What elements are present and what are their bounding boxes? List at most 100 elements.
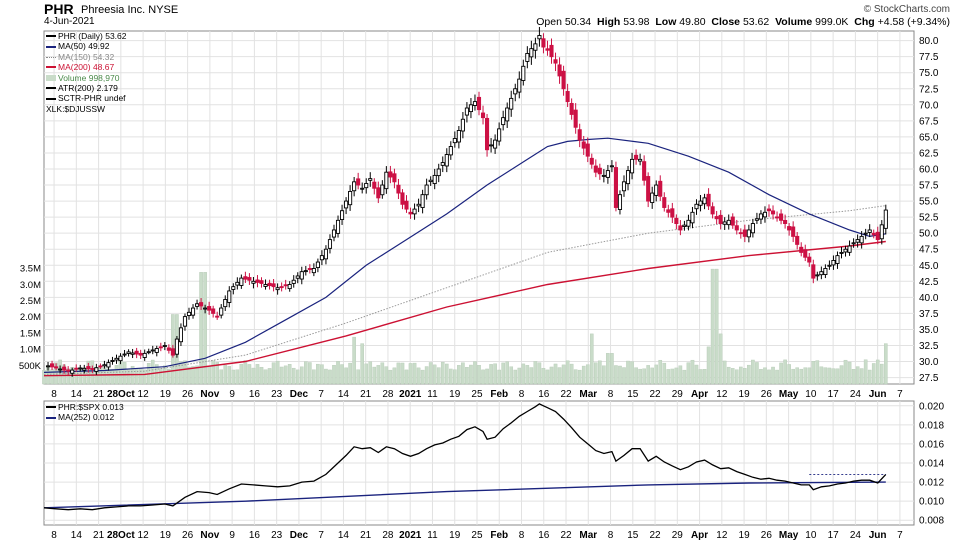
candle-body [255,279,260,283]
price-x-label: 29 [672,389,684,400]
volume-bar [525,365,530,385]
volume-bar [380,362,385,385]
volume-bar [726,366,731,385]
candle-body [263,284,268,287]
relative-tick-label: 0.008 [919,516,944,527]
price-x-label: Jun [869,389,887,400]
volume-bar [392,367,397,385]
volume-tick-label: 3.0M [20,280,41,291]
candle-body [634,154,639,160]
candle-body [279,286,284,289]
candle-body [54,366,59,369]
rel-strength-line [43,403,887,511]
rel-ma-line [43,481,886,509]
candle-body [335,219,341,234]
volume-bar [606,353,610,385]
volume-bar [541,368,546,385]
candle-body [311,268,316,274]
volume-bar [267,368,272,385]
candle-body [553,59,558,64]
change-value: +4.58 (+9.34%) [877,16,950,28]
volume-tick-label: 500K [19,361,42,372]
candle-body [746,229,751,238]
candle-body [791,226,796,237]
volume-bar [859,368,864,385]
candle-body [505,107,510,122]
relative-x-label: 8 [608,530,614,540]
volume-bar [610,353,614,385]
price-tick-label: 65.0 [919,132,939,143]
legend-ma50-text: MA(50) 49.92 [58,41,110,52]
ma150-swatch [46,56,56,58]
volume-bar [356,369,360,385]
volume-bar [730,368,735,385]
legend-xlk-text: XLK:$DJUSSW [46,103,106,114]
price-tick-label: 37.5 [919,309,939,320]
volume-bar [533,361,538,385]
volume-bar [328,369,332,385]
candle-body [738,232,743,235]
volume-bar [122,362,127,385]
price-tick-label: 62.5 [919,148,939,159]
price-legend: PHR (Daily) 53.62 MA(50) 49.92 MA(150) 5… [46,31,127,114]
candle-body [690,211,695,224]
volume-bar [449,368,453,385]
candle-body [162,345,167,347]
candle-body [650,192,655,204]
candle-body [565,91,570,103]
candle-body [90,368,95,370]
volume-bar [839,365,844,385]
candle-body [859,235,864,244]
volume-bar [598,360,602,385]
open-value: 50.34 [564,16,592,28]
candle-body [589,157,594,165]
chart-header: PHR Phreesia Inc. NYSE 4-Jun-2021 © Stoc… [0,0,960,30]
volume-bar [537,362,542,385]
volume-bar [106,368,111,385]
price-x-label: 21 [360,389,372,400]
close-label: Close [711,16,741,28]
candle-body [682,224,687,227]
volume-bar [831,368,836,385]
volume-bar [815,360,820,385]
candle-body [203,307,208,310]
candle-body [666,209,671,213]
volume-bar [565,360,570,385]
volume-bar [299,366,304,385]
candle-body [468,104,473,113]
volume-bar [835,368,840,385]
candle-body [231,286,236,290]
candle-body [352,181,357,192]
relative-x-label: 11 [427,530,438,540]
volume-bar [477,365,481,385]
volume-bar [211,360,215,385]
price-x-label: 12 [716,389,728,400]
price-tick-label: 70.0 [919,100,939,111]
close-value: 53.62 [742,16,770,28]
relative-x-label: 17 [828,530,840,540]
volume-bar [167,368,171,385]
volume-bar [545,369,550,385]
candle-body [613,167,618,208]
volume-bar [509,366,514,385]
legend-volume: Volume 998,970 [46,73,127,83]
volume-bar [662,362,667,385]
volume-bar [678,365,683,385]
candle-body [674,217,679,224]
volume-bar [787,364,791,385]
volume-tick-label: 2.5M [20,296,41,307]
candle-body [485,117,490,151]
candle-body [170,348,175,356]
relative-x-label: Jun [869,530,887,540]
candle-body [472,101,478,106]
price-x-label: 2021 [399,389,422,400]
quote-summary: Open 50.34 High 53.98 Low 49.80 Close 53… [536,16,950,28]
relative-tick-label: 0.014 [919,459,944,470]
candle-body [158,346,163,349]
candle-body [605,170,610,178]
price-x-label: 22 [649,389,661,400]
candle-body [138,352,143,356]
relative-x-label: 12 [138,530,150,540]
price-x-label: 16 [538,389,550,400]
